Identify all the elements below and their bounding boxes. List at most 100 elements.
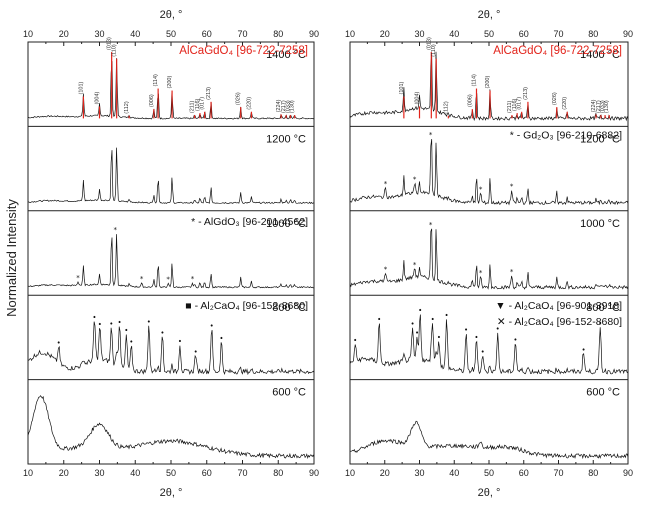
- reference-phase-label: AlCaGdO₄ [96-722-7258]: [493, 45, 622, 57]
- xrd-pattern-1400: [27, 58, 315, 120]
- top-tick-label: 10: [23, 29, 33, 39]
- impurity-marker: •: [513, 336, 517, 344]
- top-x-axis-label: 2θ, °: [160, 9, 183, 21]
- hkl-label: (026): [236, 92, 242, 105]
- y-axis-label: Normalized Intensity: [4, 199, 19, 317]
- bottom-x-axis-label: 2θ, °: [478, 487, 501, 499]
- phase-annotation: * - Gd₂O₃ [96-210-6882]: [510, 129, 622, 141]
- hkl-label: (213): [206, 87, 212, 100]
- top-tick-label: 20: [380, 29, 390, 39]
- xrd-pattern-800: [349, 314, 629, 375]
- hkl-label: (006): [149, 94, 155, 107]
- phase-annotation-2: ✕ - Al₂CaO₄ [96-152-8680]: [497, 316, 622, 328]
- impurity-marker: •: [464, 326, 468, 334]
- hkl-label: (224): [276, 99, 282, 112]
- temperature-label: 1400 °C: [580, 49, 620, 61]
- top-tick-label: 40: [130, 29, 140, 39]
- impurity-marker: •: [219, 334, 223, 342]
- bottom-tick-label: 60: [202, 468, 212, 478]
- hkl-label: (112): [124, 101, 130, 114]
- right-panel: 10 10 20 20 30 30 40 40 50 50 60 60 70 70 80 80 90 90 2θ, …: [345, 9, 633, 499]
- bottom-tick-label: 90: [309, 468, 319, 478]
- xrd-pattern-800: [27, 321, 315, 376]
- temperature-label: 1000 °C: [580, 218, 620, 230]
- bottom-tick-label: 80: [588, 468, 598, 478]
- impurity-marker: •: [437, 334, 441, 342]
- impurity-marker: *: [113, 226, 117, 234]
- hkl-label: (013): [107, 37, 113, 50]
- temperature-label: 600 °C: [272, 387, 306, 399]
- impurity-marker: •: [445, 311, 449, 319]
- bottom-tick-label: 40: [449, 468, 459, 478]
- top-tick-label: 70: [553, 29, 563, 39]
- reference-phase-label: AlCaGdO₄ [96-722-7258]: [179, 45, 308, 57]
- impurity-marker: •: [117, 319, 121, 327]
- top-tick-label: 60: [519, 29, 529, 39]
- hkl-label: (013): [426, 37, 432, 50]
- bottom-tick-label: 20: [59, 468, 69, 478]
- temperature-label: 600 °C: [586, 387, 620, 399]
- bottom-tick-label: 20: [380, 468, 390, 478]
- hkl-label: (116): [512, 98, 518, 111]
- temperature-label: 1200 °C: [266, 133, 306, 145]
- phase-annotation: ■ - Al₂CaO₄ [96-152-8680]: [185, 300, 308, 312]
- bottom-tick-label: 90: [623, 468, 633, 478]
- top-tick-label: 40: [449, 29, 459, 39]
- xrd-pattern-1000: [349, 228, 629, 290]
- top-tick-label: 30: [414, 29, 424, 39]
- hkl-label: (033): [600, 100, 606, 113]
- impurity-marker: •: [109, 320, 113, 328]
- xrd-pattern-1200: [349, 139, 629, 206]
- bottom-tick-label: 40: [130, 468, 140, 478]
- impurity-marker: •: [57, 339, 61, 347]
- top-tick-label: 80: [273, 29, 283, 39]
- impurity-marker: •: [431, 315, 435, 323]
- impurity-marker: •: [598, 319, 602, 327]
- bottom-tick-label: 60: [519, 468, 529, 478]
- hkl-label: (211): [190, 100, 196, 113]
- impurity-marker: *: [429, 221, 433, 229]
- hkl-label: (114): [471, 74, 477, 87]
- left-panel: 10 10 20 20 30 30 40 40 50 50 60 60 70 70 80 80 90 90 2θ, …: [23, 9, 319, 499]
- hkl-label: (217): [596, 100, 602, 113]
- bottom-tick-label: 70: [237, 468, 247, 478]
- top-tick-label: 30: [94, 29, 104, 39]
- impurity-marker: •: [474, 334, 478, 342]
- hkl-label: (026): [552, 92, 558, 105]
- hkl-label: (017): [200, 97, 206, 110]
- hkl-label: (211): [507, 100, 513, 113]
- bottom-tick-label: 80: [273, 468, 283, 478]
- impurity-marker: •: [496, 325, 500, 333]
- hkl-label: (110): [112, 44, 118, 57]
- top-tick-label: 90: [309, 29, 319, 39]
- xrd-pattern-600: [349, 420, 629, 460]
- top-tick-label: 20: [59, 29, 69, 39]
- top-tick-label: 90: [623, 29, 633, 39]
- impurity-marker: •: [98, 320, 102, 328]
- hkl-label: (033): [285, 100, 291, 113]
- hkl-label: (017): [517, 97, 523, 110]
- impurity-marker: •: [92, 314, 96, 322]
- impurity-marker: •: [210, 322, 214, 330]
- impurity-marker: •: [418, 307, 422, 315]
- impurity-marker: *: [384, 180, 388, 188]
- impurity-marker: *: [140, 275, 144, 283]
- impurity-marker: *: [166, 275, 170, 283]
- impurity-marker: •: [581, 346, 585, 354]
- impurity-marker: *: [76, 274, 80, 282]
- hkl-label: (130): [290, 100, 296, 113]
- impurity-marker: •: [410, 320, 414, 328]
- impurity-marker: *: [413, 261, 417, 269]
- hkl-label: (220): [562, 97, 568, 110]
- impurity-marker: •: [415, 329, 419, 337]
- impurity-marker: *: [479, 186, 483, 194]
- bottom-tick-label: 70: [553, 468, 563, 478]
- hkl-label: (217): [281, 100, 287, 113]
- bottom-tick-label: 30: [414, 468, 424, 478]
- impurity-marker: •: [481, 348, 485, 356]
- bottom-tick-label: 10: [23, 468, 33, 478]
- top-tick-label: 80: [588, 29, 598, 39]
- hkl-label: (101): [78, 81, 84, 94]
- impurity-marker: *: [384, 266, 388, 274]
